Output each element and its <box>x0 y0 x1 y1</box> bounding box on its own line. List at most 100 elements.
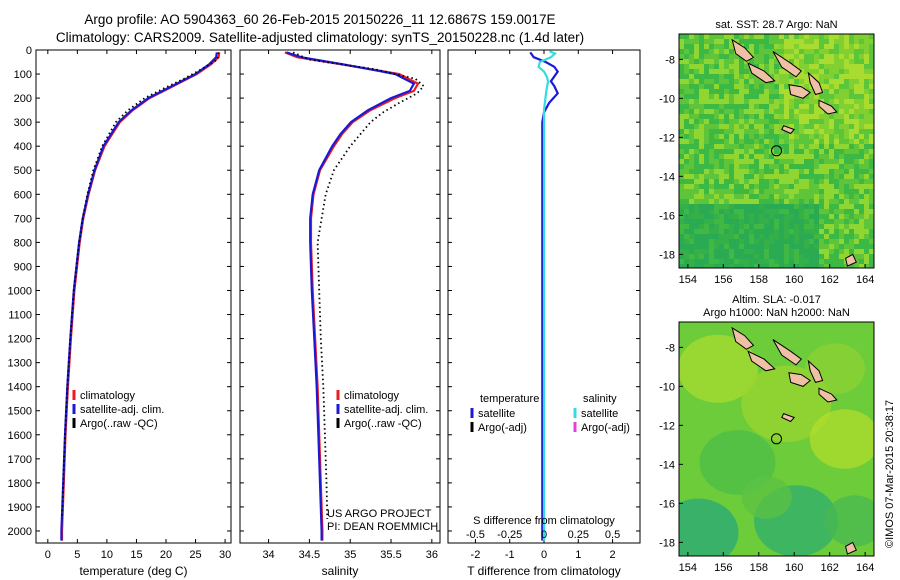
sst-pixel <box>714 174 719 179</box>
sst-pixel <box>729 94 734 99</box>
sst-pixel <box>824 159 829 164</box>
sst-pixel <box>794 59 799 64</box>
sst-pixel <box>824 254 829 259</box>
sla-blob <box>679 334 758 403</box>
sst-pixel <box>724 89 729 94</box>
sst-pixel <box>734 189 739 194</box>
sst-pixel <box>769 49 774 54</box>
sst-pixel <box>714 169 719 174</box>
sst-pixel <box>869 209 874 214</box>
sst-pixel <box>819 54 824 59</box>
sst-pixel <box>819 34 824 39</box>
sst-pixel <box>784 239 789 244</box>
sst-pixel <box>809 204 814 209</box>
sst-pixel <box>834 104 839 109</box>
sst-pixel <box>814 44 819 49</box>
island-shape <box>807 71 824 96</box>
sst-pixel <box>729 189 734 194</box>
sst-pixel <box>689 59 694 64</box>
depth-tick-label: 1600 <box>8 430 32 442</box>
sst-pixel <box>799 104 804 109</box>
sst-pixel <box>839 164 844 169</box>
sst-pixel <box>764 209 769 214</box>
sst-pixel <box>779 169 784 174</box>
sst-pixel <box>729 89 734 94</box>
sst-pixel <box>754 254 759 259</box>
sst-pixel <box>854 49 859 54</box>
sst-pixel <box>834 119 839 124</box>
sst-pixel <box>714 154 719 159</box>
sst-pixel <box>729 49 734 54</box>
sst-pixel <box>764 114 769 119</box>
sst-pixel <box>824 54 829 59</box>
sst-pixel <box>854 99 859 104</box>
sst-pixel <box>764 99 769 104</box>
sst-pixel <box>704 99 709 104</box>
sst-pixel <box>849 264 854 268</box>
sst-pixel <box>829 44 834 49</box>
sst-pixel <box>844 264 849 268</box>
sst-pixel <box>869 79 874 84</box>
sst-pixel <box>764 34 769 39</box>
sst-pixel <box>819 49 824 54</box>
sst-pixel <box>804 84 809 89</box>
x-tick-label: 15 <box>130 549 142 561</box>
island-shape <box>818 99 838 115</box>
sst-pixel <box>714 244 719 249</box>
sst-pixel <box>679 34 684 39</box>
sst-pixel <box>694 194 699 199</box>
sst-pixel <box>779 134 784 139</box>
sst-pixel <box>819 264 824 268</box>
sst-pixel <box>789 59 794 64</box>
sst-pixel <box>774 224 779 229</box>
sst-pixel <box>849 54 854 59</box>
sst-pixel <box>829 34 834 39</box>
sst-pixel <box>849 39 854 44</box>
sst-pixel <box>844 164 849 169</box>
sst-pixel <box>704 209 709 214</box>
sst-pixel <box>764 144 769 149</box>
sst-pixel <box>854 264 859 268</box>
sst-pixel <box>754 199 759 204</box>
lon-tick-label: 164 <box>856 274 874 286</box>
sst-pixel <box>769 59 774 64</box>
sst-pixel <box>714 49 719 54</box>
sst-pixel <box>854 209 859 214</box>
sst-pixel <box>859 244 864 249</box>
sst-pixel <box>854 59 859 64</box>
sst-pixel <box>719 144 724 149</box>
sst-pixel <box>754 244 759 249</box>
sst-pixel <box>779 184 784 189</box>
sst-pixel <box>779 34 784 39</box>
depth-tick-label: 1300 <box>8 358 32 370</box>
sst-pixel <box>804 144 809 149</box>
sst-pixel <box>799 54 804 59</box>
sst-pixel <box>819 94 824 99</box>
sst-pixel <box>684 154 689 159</box>
sst-pixel <box>859 214 864 219</box>
sst-pixel <box>744 249 749 254</box>
sst-pixel <box>789 199 794 204</box>
sst-pixel <box>849 169 854 174</box>
sst-pixel <box>724 44 729 49</box>
sst-pixel <box>809 264 814 268</box>
sst-pixel <box>689 79 694 84</box>
legend-label: climatology <box>344 390 400 402</box>
sst-pixel <box>859 219 864 224</box>
sst-pixel <box>829 174 834 179</box>
sst-pixel <box>729 79 734 84</box>
sst-pixel <box>779 189 784 194</box>
sst-pixel <box>829 179 834 184</box>
sst-pixel <box>789 109 794 114</box>
depth-tick-label: 500 <box>14 165 32 177</box>
figure-title-line1: Argo profile: AO 5904363_60 26-Feb-2015 … <box>84 12 556 27</box>
sst-pixel <box>804 259 809 264</box>
sst-pixel <box>694 44 699 49</box>
sst-pixel <box>809 34 814 39</box>
sst-pixel <box>724 229 729 234</box>
sst-pixel <box>754 94 759 99</box>
sst-pixel <box>724 174 729 179</box>
sst-pixel <box>799 39 804 44</box>
sst-pixel <box>824 149 829 154</box>
sst-pixel <box>869 234 874 239</box>
